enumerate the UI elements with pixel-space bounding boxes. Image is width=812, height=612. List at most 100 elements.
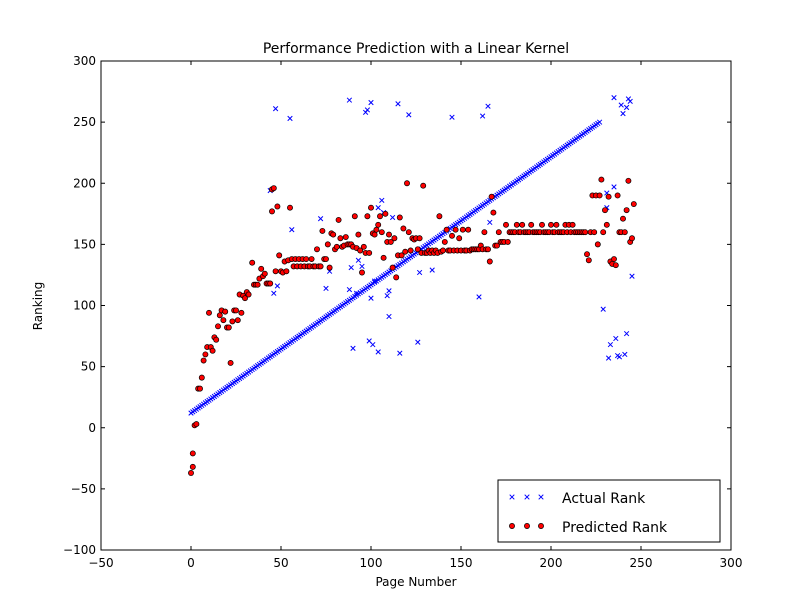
x-tick-label: 300	[720, 556, 743, 570]
predicted-rank-point	[197, 385, 203, 392]
actual-rank-point	[386, 288, 392, 294]
actual-rank-point	[406, 112, 412, 118]
predicted-rank-point	[326, 264, 333, 271]
legend-marker-predicted-rank	[524, 523, 530, 529]
predicted-rank-point	[323, 256, 329, 262]
predicted-rank-point	[420, 182, 427, 189]
predicted-rank-point	[366, 249, 373, 256]
y-tick-label: 150	[73, 237, 96, 251]
actual-rank-point	[287, 115, 293, 122]
predicted-rank-point	[623, 207, 630, 214]
predicted-rank-point	[209, 347, 216, 354]
predicted-rank-point	[389, 264, 396, 271]
predicted-rank-point	[553, 221, 560, 228]
actual-rank-point	[395, 101, 401, 107]
legend: Actual Rank Predicted Rank	[497, 479, 721, 543]
predicted-rank-point	[393, 274, 400, 281]
x-tick-label: 0	[187, 556, 195, 570]
chart-title: Performance Prediction with a Linear Ker…	[263, 41, 569, 57]
predicted-rank-point	[227, 360, 234, 366]
predicted-rank-point	[225, 324, 232, 331]
predicted-rank-point	[488, 193, 495, 200]
predicted-rank-point	[238, 309, 245, 316]
predicted-rank-point	[594, 241, 601, 248]
actual-rank-point	[623, 330, 630, 337]
actual-rank-point	[600, 306, 606, 312]
predicted-rank-point	[548, 221, 554, 228]
predicted-rank-point	[441, 238, 448, 245]
predicted-rank-point	[317, 263, 324, 270]
series-predicted-rank	[188, 176, 637, 476]
predicted-rank-point	[242, 295, 248, 302]
predicted-rank-point	[200, 357, 207, 364]
legend-marks	[509, 494, 544, 529]
actual-rank-point	[317, 216, 324, 222]
legend-marker-actual-rank	[538, 494, 544, 500]
actual-rank-point	[371, 278, 378, 284]
predicted-rank-point	[625, 177, 632, 184]
predicted-rank-point	[485, 246, 491, 253]
predicted-rank-point	[605, 193, 612, 200]
actual-rank-point	[370, 341, 376, 348]
predicted-rank-point	[402, 248, 409, 255]
x-tick-label: 200	[540, 556, 563, 570]
predicted-rank-point	[391, 235, 398, 242]
legend-box	[497, 479, 721, 543]
y-tick-label: 200	[73, 176, 96, 190]
predicted-rank-point	[585, 257, 592, 264]
predicted-rank-point	[337, 235, 344, 242]
actual-rank-point	[355, 257, 362, 263]
predicted-rank-point	[440, 247, 446, 254]
actual-rank-point	[375, 349, 381, 355]
x-tick-label: −50	[88, 556, 113, 570]
predicted-rank-point	[591, 229, 598, 236]
predicted-rank-point	[494, 242, 500, 249]
predicted-rank-point	[272, 268, 279, 275]
predicted-rank-point	[386, 231, 392, 238]
predicted-rank-point	[283, 268, 290, 275]
y-tick-label: 300	[73, 54, 96, 68]
actual-rank-point	[384, 293, 390, 299]
predicted-rank-point	[513, 221, 520, 228]
x-tick-label: 50	[273, 556, 288, 570]
predicted-rank-point	[371, 231, 378, 238]
actual-rank-point	[274, 283, 281, 289]
legend-marker-actual-rank	[509, 494, 515, 500]
y-tick-label: 50	[81, 360, 96, 374]
predicted-rank-point	[360, 243, 367, 250]
legend-label-predicted-rank: Predicted Rank	[562, 520, 668, 536]
predicted-rank-point	[215, 323, 221, 330]
actual-rank-point	[622, 351, 628, 358]
actual-rank-point	[607, 341, 614, 348]
predicted-rank-point	[598, 176, 605, 183]
actual-rank-point	[613, 335, 619, 342]
predicted-rank-point	[449, 232, 455, 239]
predicted-rank-point	[596, 192, 603, 199]
actual-rank-point	[353, 290, 360, 296]
actual-rank-point	[623, 104, 630, 111]
predicted-rank-point	[368, 204, 374, 211]
predicted-rank-point	[303, 256, 310, 262]
predicted-rank-point	[584, 251, 590, 258]
predicted-rank-point	[629, 235, 635, 242]
actual-rank-point	[350, 345, 356, 351]
legend-marker-predicted-rank	[538, 523, 544, 529]
predicted-rank-point	[504, 238, 511, 245]
predicted-rank-point	[612, 262, 619, 269]
predicted-rank-point	[270, 185, 277, 192]
actual-rank-point	[596, 119, 603, 125]
predicted-rank-point	[351, 213, 358, 220]
predicted-rank-point	[335, 216, 342, 223]
predicted-rank-point	[387, 238, 394, 245]
y-tick-label: 250	[73, 115, 96, 129]
x-tick-label: 250	[630, 556, 653, 570]
predicted-rank-point	[357, 247, 364, 254]
predicted-rank-point	[229, 318, 236, 325]
predicted-rank-point	[213, 336, 220, 343]
actual-rank-point	[429, 267, 435, 273]
actual-rank-point	[348, 264, 354, 271]
actual-rank-point	[359, 263, 365, 270]
series-actual-rank	[188, 95, 635, 416]
predicted-rank-point	[193, 421, 200, 428]
